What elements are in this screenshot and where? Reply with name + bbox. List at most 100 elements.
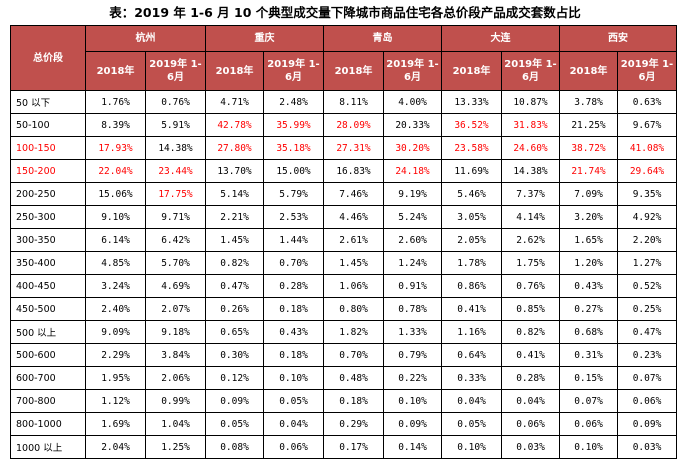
table-cell: 0.52%	[617, 274, 677, 298]
row-label: 1000 以上	[10, 435, 86, 459]
table-cell: 3.20%	[559, 205, 618, 229]
table-cell: 4.85%	[85, 251, 146, 275]
table-cell: 0.18%	[323, 389, 384, 413]
table-cell: 0.03%	[501, 435, 560, 459]
row-label: 700-800	[10, 389, 86, 413]
table-cell: 0.12%	[205, 366, 264, 390]
table-cell: 1.44%	[263, 228, 324, 252]
table-cell: 2.53%	[263, 205, 324, 229]
table-cell: 21.25%	[559, 113, 618, 137]
table-cell: 3.84%	[145, 343, 206, 367]
table-cell: 0.25%	[617, 297, 677, 321]
row-label: 350-400	[10, 251, 86, 275]
table-cell: 4.00%	[383, 90, 442, 114]
table-cell: 0.23%	[617, 343, 677, 367]
col-header-2019h1: 2019年 1-6月	[263, 51, 324, 91]
table-cell: 23.44%	[145, 159, 206, 183]
row-label: 200-250	[10, 182, 86, 206]
table-cell: 4.14%	[501, 205, 560, 229]
table-cell: 0.31%	[559, 343, 618, 367]
table-row: 450-500 2.40% 2.07% 0.26% 0.18% 0.80% 0.78% 0.4…	[10, 297, 677, 321]
table-cell: 10.87%	[501, 90, 560, 114]
table-cell: 0.05%	[263, 389, 324, 413]
table-cell: 0.15%	[559, 366, 618, 390]
table-cell: 24.18%	[383, 159, 442, 183]
city-header-chongqing: 重庆	[205, 25, 324, 52]
table-cell: 0.03%	[617, 435, 677, 459]
table-cell: 9.19%	[383, 182, 442, 206]
table-cell: 0.85%	[501, 297, 560, 321]
table-cell: 0.76%	[145, 90, 206, 114]
table-cell: 9.10%	[85, 205, 146, 229]
table-cell: 0.04%	[441, 389, 502, 413]
table-cell: 38.72%	[559, 136, 618, 160]
table-row: 200-250 15.06% 17.75% 5.14% 5.79% 7.46% 9.19% 5…	[10, 182, 677, 206]
table-cell: 4.71%	[205, 90, 264, 114]
table-cell: 0.99%	[145, 389, 206, 413]
table-cell: 0.29%	[323, 412, 384, 436]
table-cell: 22.04%	[85, 159, 146, 183]
col-header-2019h1-text: 2019年 1-6月	[149, 59, 202, 83]
table-cell: 0.18%	[263, 343, 324, 367]
table-cell: 6.14%	[85, 228, 146, 252]
table-cell: 0.68%	[559, 320, 618, 344]
table-cell: 1.65%	[559, 228, 618, 252]
table-cell: 0.82%	[205, 251, 264, 275]
table-cell: 0.05%	[441, 412, 502, 436]
table-row: 1000 以上 2.04% 1.25% 0.08% 0.06% 0.17% 0.14% 0.1…	[10, 435, 677, 459]
row-label: 50-100	[10, 113, 86, 137]
table-cell: 0.79%	[383, 343, 442, 367]
table-cell: 5.14%	[205, 182, 264, 206]
table-cell: 0.78%	[383, 297, 442, 321]
table-cell: 2.61%	[323, 228, 384, 252]
table-cell: 9.35%	[617, 182, 677, 206]
table-cell: 0.09%	[383, 412, 442, 436]
table-cell: 13.70%	[205, 159, 264, 183]
col-header-2018: 2018年	[559, 51, 618, 91]
table-cell: 0.27%	[559, 297, 618, 321]
table-cell: 0.06%	[559, 412, 618, 436]
col-header-2019h1: 2019年 1-6月	[617, 51, 677, 91]
table-row: 400-450 3.24% 4.69% 0.47% 0.28% 1.06% 0.91% 0.8…	[10, 274, 677, 298]
table-cell: 2.21%	[205, 205, 264, 229]
table-cell: 42.78%	[205, 113, 264, 137]
table-cell: 0.28%	[263, 274, 324, 298]
city-header-row: 总价段 杭州 重庆 青岛 大连 西安	[10, 25, 677, 91]
table-cell: 0.04%	[263, 412, 324, 436]
price-segment-table: 总价段 杭州 重庆 青岛 大连 西安 2018年 2019年 1-6月 2018…	[10, 25, 677, 459]
table-cell: 0.33%	[441, 366, 502, 390]
table-cell: 0.48%	[323, 366, 384, 390]
table-cell: 0.64%	[441, 343, 502, 367]
table-cell: 23.58%	[441, 136, 502, 160]
table-cell: 0.07%	[617, 366, 677, 390]
table-cell: 1.27%	[617, 251, 677, 275]
table-cell: 4.46%	[323, 205, 384, 229]
col-header-2019h1: 2019年 1-6月	[145, 51, 206, 91]
table-cell: 0.91%	[383, 274, 442, 298]
table-cell: 7.09%	[559, 182, 618, 206]
table-cell: 0.70%	[263, 251, 324, 275]
table-cell: 13.33%	[441, 90, 502, 114]
table-cell: 16.83%	[323, 159, 384, 183]
table-cell: 0.10%	[559, 435, 618, 459]
table-cell: 0.05%	[205, 412, 264, 436]
row-label: 50 以下	[10, 90, 86, 114]
row-label: 100-150	[10, 136, 86, 160]
table-cell: 0.26%	[205, 297, 264, 321]
table-row: 700-800 1.12% 0.99% 0.09% 0.05% 0.18% 0.10% 0.0…	[10, 389, 677, 413]
table-row: 50-100 8.39% 5.91% 42.78% 35.99% 28.09% 20.33%…	[10, 113, 677, 137]
table-cell: 0.43%	[263, 320, 324, 344]
table-cell: 35.18%	[263, 136, 324, 160]
table-cell: 0.06%	[263, 435, 324, 459]
table-cell: 9.71%	[145, 205, 206, 229]
table-cell: 1.95%	[85, 366, 146, 390]
row-label: 150-200	[10, 159, 86, 183]
table-row: 250-300 9.10% 9.71% 2.21% 2.53% 4.46% 5.24% 3.0…	[10, 205, 677, 229]
table-cell: 3.24%	[85, 274, 146, 298]
table-cell: 0.17%	[323, 435, 384, 459]
table-cell: 0.41%	[441, 297, 502, 321]
table-title: 表：2019 年 1-6 月 10 个典型成交量下降城市商品住宅各总价段产品成交…	[109, 5, 581, 20]
table-cell: 1.20%	[559, 251, 618, 275]
table-cell: 0.47%	[205, 274, 264, 298]
table-cell: 1.69%	[85, 412, 146, 436]
